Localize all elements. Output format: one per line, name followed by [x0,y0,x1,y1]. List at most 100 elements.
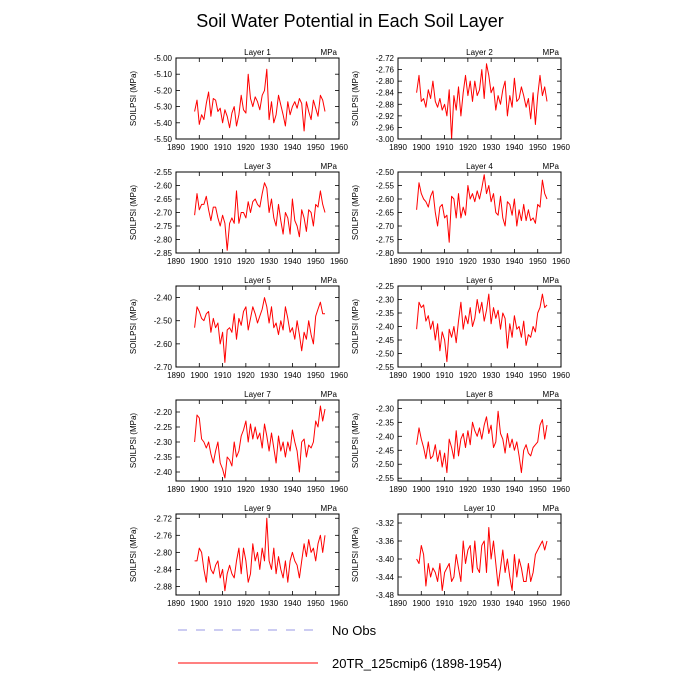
y-axis-label: SOILPSI (MPa) [129,185,138,240]
x-tick-label: 1890 [167,485,185,494]
y-tick-label: -2.88 [154,582,173,591]
x-tick-label: 1930 [260,257,278,266]
x-tick-label: 1960 [552,257,570,266]
x-tick-label: 1920 [459,485,477,494]
y-tick-label: -5.40 [154,119,173,128]
legend: No Obs 20TR_125cmip6 (1898-1954) [178,623,502,671]
x-tick-label: 1960 [330,257,348,266]
x-tick-label: 1960 [330,371,348,380]
panel-title: Layer 3 [244,162,271,171]
x-tick-label: 1890 [167,599,185,608]
panel-title: Layer 1 [244,48,271,57]
plot-frame [175,171,340,254]
y-tick-label: -2.75 [376,236,395,245]
y-tick-label: -2.76 [376,66,395,75]
y-tick-label: -5.00 [154,54,173,63]
panel-title: Layer 9 [244,504,271,513]
panel-units: MPa [321,276,338,285]
x-tick-label: 1950 [307,143,325,152]
y-tick-label: -2.84 [376,89,395,98]
plot-frame [397,285,562,368]
x-tick-label: 1930 [482,257,500,266]
x-tick-label: 1960 [552,143,570,152]
y-tick-label: -2.55 [376,182,395,191]
y-tick-label: -2.55 [376,363,395,372]
x-tick-label: 1890 [167,257,185,266]
y-tick-label: -5.30 [154,103,173,112]
x-tick-label: 1950 [529,143,547,152]
y-tick-label: -2.96 [376,123,395,132]
y-tick-label: -3.36 [376,537,395,546]
y-tick-label: -2.25 [154,423,173,432]
series-line-layer-10 [416,527,548,591]
y-tick-label: -2.50 [154,317,173,326]
x-tick-label: 1890 [167,143,185,152]
panel-units: MPa [543,48,560,57]
y-tick-label: -2.84 [154,565,173,574]
panel-layer-2: Layer 2 MPa SOILPSI (MPa) -3.00 -2.96 -2.92 -2… [351,48,570,152]
series-line-layer-3 [194,182,326,251]
x-tick-label: 1940 [284,257,302,266]
x-tick-label: 1940 [506,257,524,266]
x-tick-label: 1940 [284,371,302,380]
panel-layer-1: Layer 1 MPa SOILPSI (MPa) -5.50 -5.40 -5.30 -5… [129,48,348,152]
x-tick-label: 1950 [529,257,547,266]
x-tick-label: 1910 [436,257,454,266]
y-tick-label: -2.65 [154,195,173,204]
x-tick-label: 1900 [412,143,430,152]
y-tick-label: -2.85 [154,249,173,258]
y-tick-label: -2.25 [376,282,395,291]
y-tick-label: -2.45 [376,336,395,345]
y-tick-label: -2.45 [376,446,395,455]
y-axis-label: SOILPSI (MPa) [129,71,138,126]
y-tick-label: -2.72 [376,54,395,63]
x-tick-label: 1900 [190,143,208,152]
x-tick-label: 1910 [436,485,454,494]
x-tick-label: 1920 [459,257,477,266]
y-tick-label: -3.48 [376,591,395,600]
y-tick-label: -3.44 [376,573,395,582]
y-tick-label: -2.80 [376,249,395,258]
y-tick-label: -2.35 [376,418,395,427]
panel-layer-8: Layer 8 MPa SOILPSI (MPa) -2.55 -2.50 -2.45 -2… [351,390,570,494]
x-tick-label: 1920 [237,143,255,152]
y-axis-label: SOILPSI (MPa) [351,527,360,582]
x-tick-label: 1930 [482,485,500,494]
panel-units: MPa [543,276,560,285]
y-axis-label: SOILPSI (MPa) [129,299,138,354]
y-tick-label: -3.00 [376,135,395,144]
y-tick-label: -3.40 [376,555,395,564]
x-tick-label: 1900 [412,257,430,266]
series-line-layer-9 [194,517,326,592]
x-tick-label: 1960 [330,485,348,494]
x-tick-label: 1940 [506,143,524,152]
x-tick-label: 1910 [436,371,454,380]
y-tick-label: -2.50 [376,168,395,177]
y-tick-label: -2.80 [154,236,173,245]
x-tick-label: 1920 [459,143,477,152]
y-tick-label: -2.65 [376,209,395,218]
x-tick-label: 1910 [214,485,232,494]
x-tick-label: 1930 [482,599,500,608]
x-tick-label: 1960 [552,599,570,608]
y-tick-label: -2.40 [154,468,173,477]
series-line-layer-1 [194,68,326,132]
plot-frame [397,57,562,140]
panel-units: MPa [321,162,338,171]
x-tick-label: 1940 [284,599,302,608]
x-tick-label: 1930 [260,485,278,494]
x-tick-label: 1920 [459,599,477,608]
y-tick-label: -2.92 [376,112,395,121]
panel-layer-6: Layer 6 MPa SOILPSI (MPa) -2.55 -2.50 -2.45 -2… [351,276,570,380]
x-tick-label: 1940 [506,599,524,608]
y-tick-label: -2.75 [154,222,173,231]
y-axis-label: SOILPSI (MPa) [351,299,360,354]
panel-layer-7: Layer 7 MPa SOILPSI (MPa) -2.40 -2.35 -2.30 -2… [129,390,348,494]
x-tick-label: 1910 [214,143,232,152]
y-tick-label: -2.70 [154,363,173,372]
series-line-layer-8 [416,410,548,474]
x-tick-label: 1920 [237,485,255,494]
panel-layer-5: Layer 5 MPa SOILPSI (MPa) -2.70 -2.60 -2.50 -2… [129,276,348,380]
panel-layer-3: Layer 3 MPa SOILPSI (MPa) -2.85 -2.80 -2.75 -2… [129,162,348,266]
